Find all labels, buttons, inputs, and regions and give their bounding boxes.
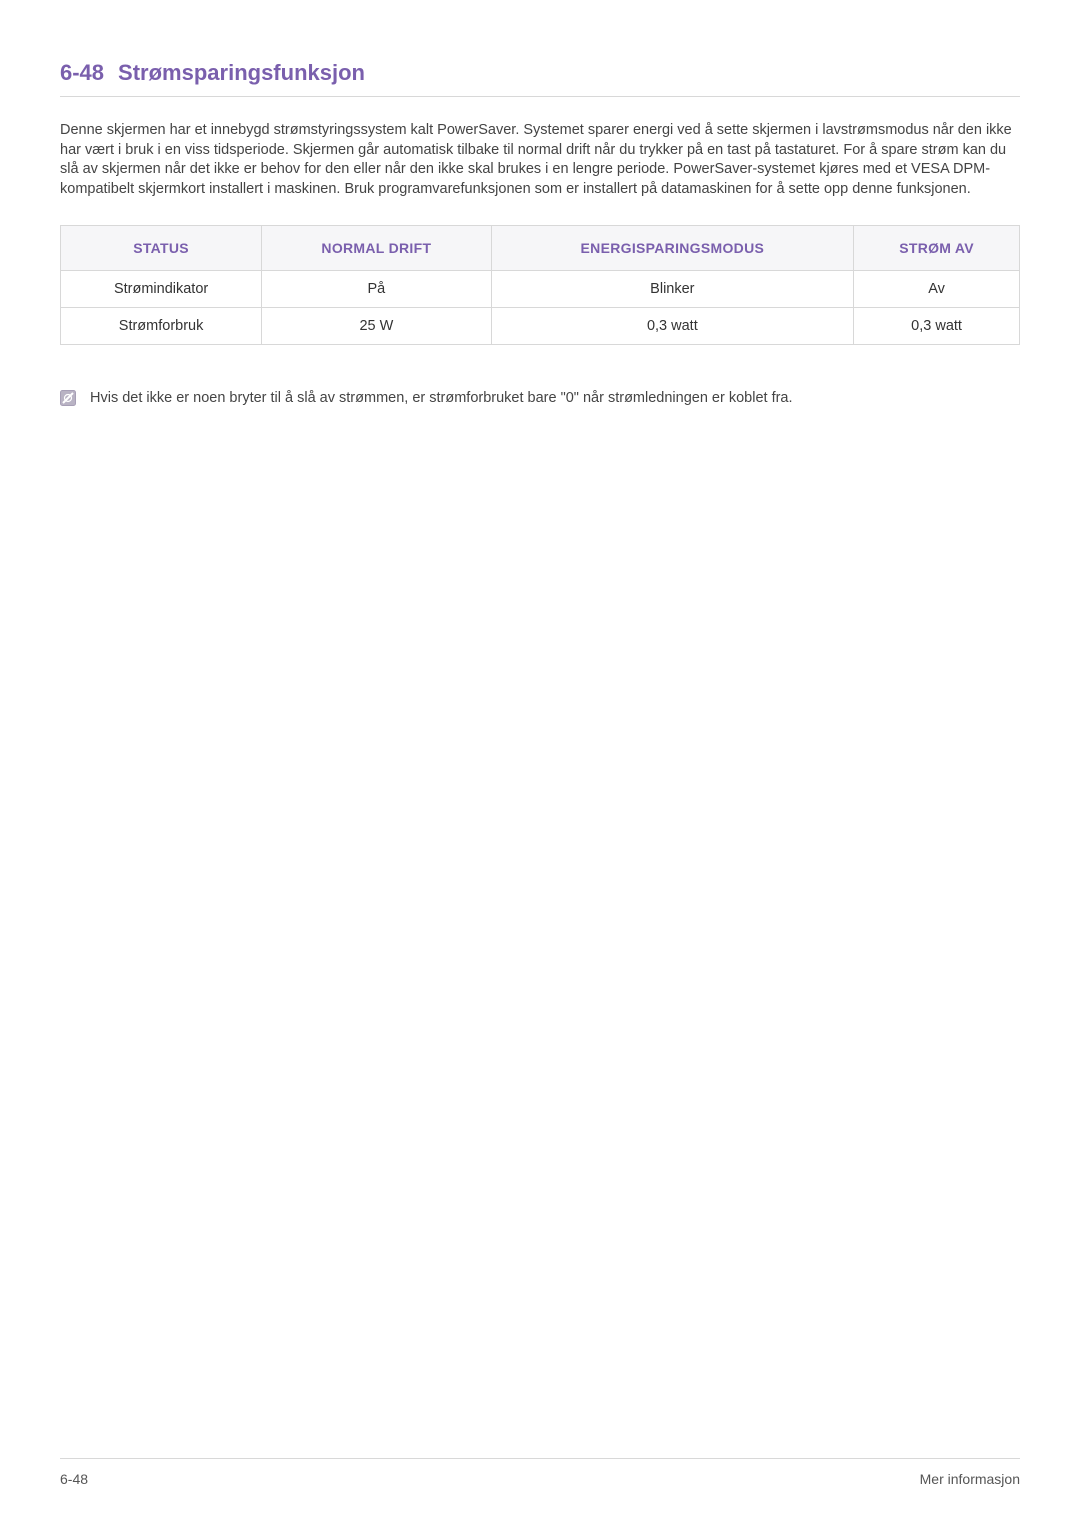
cell: 25 W: [262, 308, 491, 345]
col-header-normal: NORMAL DRIFT: [262, 226, 491, 271]
power-table: STATUS NORMAL DRIFT ENERGISPARINGSMODUS …: [60, 225, 1020, 345]
page-footer: 6-48 Mer informasjon: [60, 1458, 1020, 1487]
section-heading: 6-48 Strømsparingsfunksjon: [60, 60, 1020, 97]
footer-right: Mer informasjon: [920, 1471, 1020, 1487]
note-text: Hvis det ikke er noen bryter til å slå a…: [90, 389, 793, 409]
cell: 0,3 watt: [854, 308, 1020, 345]
col-header-energy: ENERGISPARINGSMODUS: [491, 226, 854, 271]
cell: Av: [854, 271, 1020, 308]
intro-paragraph: Denne skjermen har et innebygd strømstyr…: [60, 121, 1020, 199]
col-header-poweroff: STRØM AV: [854, 226, 1020, 271]
cell: På: [262, 271, 491, 308]
cell: Blinker: [491, 271, 854, 308]
table-header-row: STATUS NORMAL DRIFT ENERGISPARINGSMODUS …: [61, 226, 1020, 271]
heading-number: 6-48: [60, 60, 104, 86]
table-row: Strømforbruk 25 W 0,3 watt 0,3 watt: [61, 308, 1020, 345]
cell: Strømindikator: [61, 271, 262, 308]
note: Hvis det ikke er noen bryter til å slå a…: [60, 389, 1020, 409]
heading-title: Strømsparingsfunksjon: [118, 60, 365, 86]
page-content: 6-48 Strømsparingsfunksjon Denne skjerme…: [0, 0, 1080, 409]
cell: 0,3 watt: [491, 308, 854, 345]
col-header-status: STATUS: [61, 226, 262, 271]
info-note-icon: [60, 390, 76, 406]
table-row: Strømindikator På Blinker Av: [61, 271, 1020, 308]
footer-left: 6-48: [60, 1471, 88, 1487]
cell: Strømforbruk: [61, 308, 262, 345]
